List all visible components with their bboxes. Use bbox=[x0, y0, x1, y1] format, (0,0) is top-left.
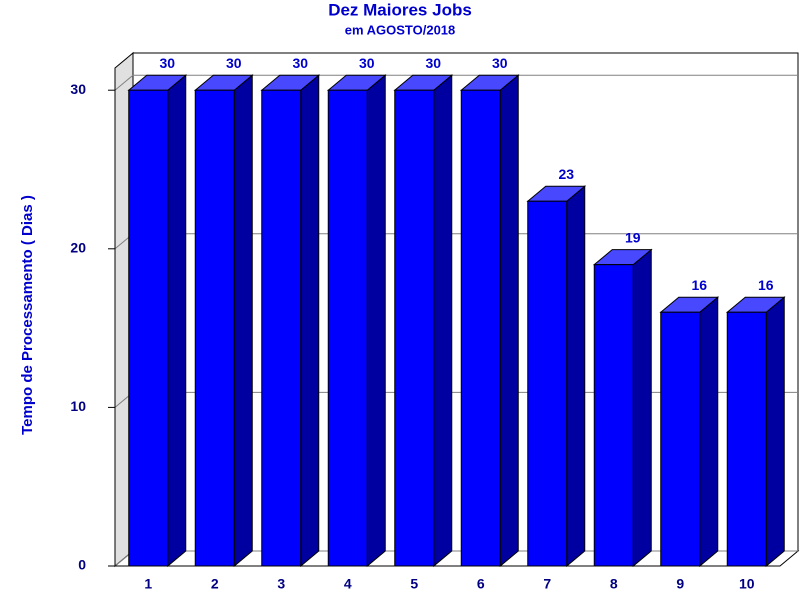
y-axis-label: Tempo de Processamento ( Dias ) bbox=[19, 195, 36, 435]
bar bbox=[726, 311, 767, 567]
bar bbox=[460, 89, 501, 567]
bar-side bbox=[366, 74, 386, 568]
bar-side bbox=[167, 74, 187, 568]
x-tick-label: 1 bbox=[144, 576, 152, 592]
x-tick-label: 7 bbox=[543, 576, 551, 592]
bar-side bbox=[499, 74, 519, 568]
value-label: 30 bbox=[159, 55, 175, 71]
bar-side bbox=[765, 296, 785, 568]
value-label: 30 bbox=[359, 55, 375, 71]
bar bbox=[660, 311, 701, 567]
chart-title: Dez Maiores Jobs bbox=[328, 0, 472, 19]
bar bbox=[194, 89, 235, 567]
value-label: 16 bbox=[758, 277, 774, 293]
value-label: 19 bbox=[625, 229, 641, 245]
value-label: 30 bbox=[492, 55, 508, 71]
x-tick-label: 4 bbox=[344, 576, 352, 592]
value-label: 30 bbox=[425, 55, 441, 71]
bar bbox=[128, 89, 169, 567]
bar bbox=[593, 264, 634, 567]
bar bbox=[527, 200, 568, 567]
value-label: 30 bbox=[292, 55, 308, 71]
value-label: 30 bbox=[226, 55, 242, 71]
x-tick-label: 10 bbox=[739, 576, 755, 592]
bar-side bbox=[433, 74, 453, 568]
grid-line bbox=[114, 74, 134, 91]
x-tick-label: 3 bbox=[277, 576, 285, 592]
bar-side bbox=[699, 296, 719, 568]
value-label: 23 bbox=[558, 166, 574, 182]
chart-subtitle: em AGOSTO/2018 bbox=[345, 22, 456, 37]
value-label: 16 bbox=[691, 277, 707, 293]
x-tick-label: 9 bbox=[676, 576, 684, 592]
y-tick-label: 10 bbox=[70, 398, 86, 414]
x-tick-label: 8 bbox=[610, 576, 618, 592]
bar-side bbox=[300, 74, 320, 568]
bar bbox=[327, 89, 368, 567]
bar-side bbox=[566, 185, 586, 568]
y-tick-label: 30 bbox=[70, 81, 86, 97]
x-tick-label: 2 bbox=[211, 576, 219, 592]
bar bbox=[261, 89, 302, 567]
y-tick-label: 0 bbox=[78, 557, 86, 573]
x-tick-label: 5 bbox=[410, 576, 418, 592]
bar-side bbox=[233, 74, 253, 568]
bar-side bbox=[632, 248, 652, 568]
bar bbox=[394, 89, 435, 567]
y-tick-label: 20 bbox=[70, 240, 86, 256]
x-tick-label: 6 bbox=[477, 576, 485, 592]
